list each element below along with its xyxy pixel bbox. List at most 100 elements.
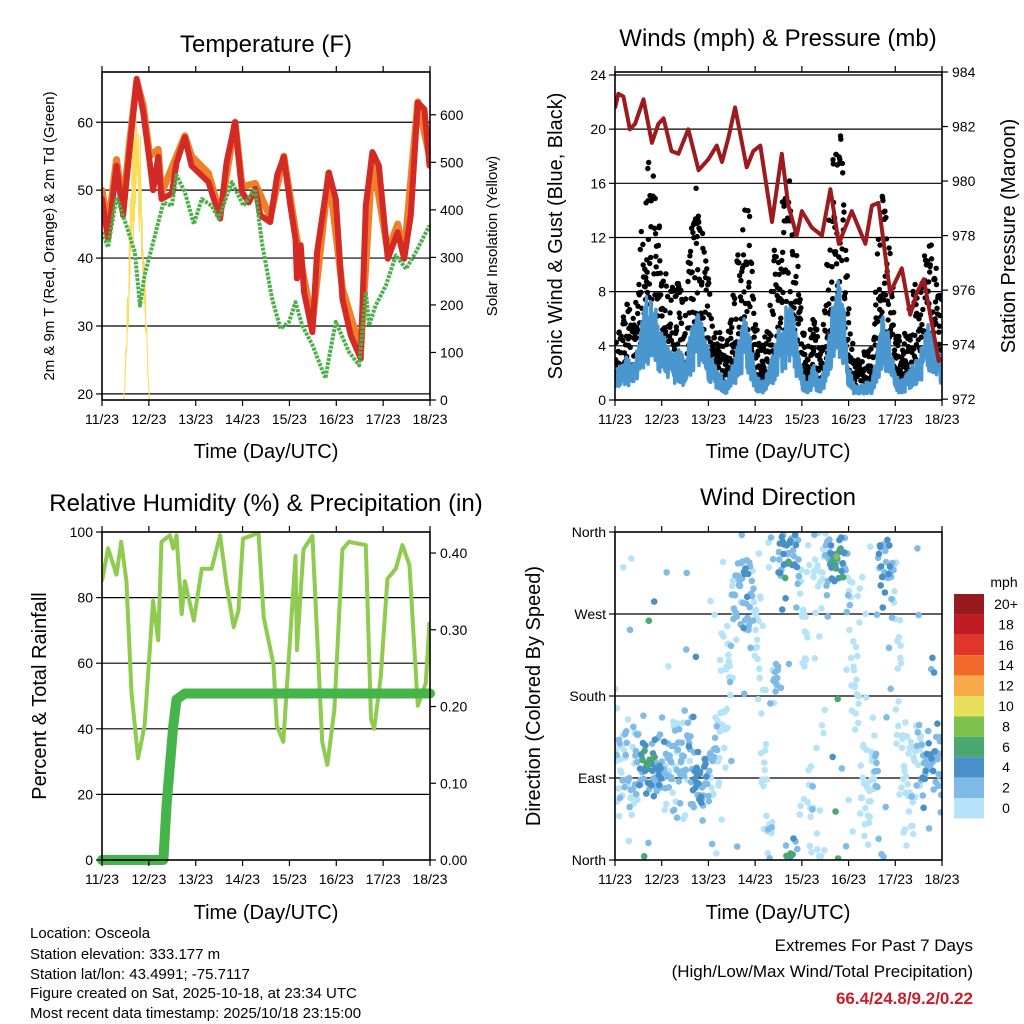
right-y-tick-label: 974: [952, 337, 976, 353]
gust-point: [850, 340, 856, 347]
direction-point: [856, 585, 864, 592]
direction-point: [929, 767, 937, 775]
direction-point: [781, 574, 789, 582]
direction-point: [728, 582, 736, 590]
y-tick-label: 8: [598, 284, 606, 300]
direction-point: [796, 811, 804, 818]
direction-point: [634, 796, 641, 803]
direction-point: [838, 765, 846, 772]
direction-point: [849, 828, 856, 835]
gust-point: [847, 331, 853, 337]
gust-point: [659, 313, 665, 319]
direction-point: [803, 568, 811, 576]
direction-point: [633, 758, 641, 766]
gust-point: [694, 233, 700, 240]
gust-point: [705, 276, 712, 282]
direction-point: [885, 570, 892, 578]
y-tick-label: East: [578, 770, 606, 786]
direction-point: [790, 835, 797, 842]
gust-point: [830, 157, 836, 163]
gust-point: [786, 178, 793, 184]
direction-point: [811, 556, 819, 563]
direction-point: [721, 744, 728, 752]
direction-point: [651, 753, 658, 761]
gust-point: [912, 281, 918, 288]
gust-point: [793, 273, 799, 280]
gust-point: [624, 301, 630, 308]
direction-point: [820, 729, 827, 737]
gust-point: [891, 347, 898, 353]
gust-point: [647, 260, 653, 267]
temperature-y-axis-label: 2m & 9m T (Red, Orange) & 2m Td (Green): [41, 91, 58, 380]
direction-point: [846, 626, 853, 634]
x-tick-label: 13/23: [691, 871, 726, 887]
x-tick-label: 11/23: [598, 871, 632, 887]
direction-point: [905, 808, 913, 815]
gust-point: [797, 296, 803, 303]
gust-point: [692, 275, 698, 281]
direction-point: [809, 783, 816, 790]
direction-point: [908, 793, 915, 800]
gust-point: [750, 296, 757, 302]
direction-point: [925, 740, 932, 747]
gust-point: [731, 300, 738, 307]
gust-point: [933, 281, 940, 288]
direction-point: [814, 583, 822, 590]
direction-point: [894, 637, 901, 645]
direction-point: [775, 569, 782, 576]
gust-point: [668, 337, 675, 344]
gust-point: [736, 260, 742, 266]
gust-point: [677, 314, 683, 321]
direction-point: [764, 849, 771, 857]
direction-point: [887, 685, 894, 693]
gust-point: [667, 321, 674, 327]
gust-point: [761, 368, 768, 374]
wind-y-axis-label: Sonic Wind & Gust (Blue, Black): [545, 93, 567, 380]
direction-point: [729, 577, 737, 584]
direction-point: [661, 806, 668, 814]
gust-point: [840, 217, 846, 223]
direction-point: [656, 731, 664, 738]
direction-point: [720, 633, 727, 640]
direction-point: [741, 570, 748, 578]
gust-point: [795, 321, 801, 327]
gust-point: [711, 335, 717, 341]
direction-point: [645, 839, 652, 847]
legend-label: 14: [998, 657, 1014, 673]
direction-point: [755, 550, 763, 557]
x-tick-label: 11/23: [598, 411, 632, 427]
gust-point: [859, 359, 865, 365]
direction-point: [627, 786, 635, 794]
gust-point: [832, 249, 839, 255]
gust-point: [668, 297, 674, 303]
legend-label: 4: [1002, 759, 1010, 775]
direction-point: [762, 686, 769, 694]
direction-point: [877, 543, 884, 551]
latest-data-timestamp: Most recent data timestamp: 2025/10/18 2…: [30, 1005, 361, 1022]
gust-point: [891, 309, 897, 316]
direction-point: [920, 804, 927, 812]
direction-point: [871, 768, 879, 775]
gust-point: [650, 173, 656, 179]
direction-point: [706, 767, 713, 775]
gust-point: [841, 202, 847, 208]
direction-point: [846, 578, 854, 585]
direction-point: [863, 746, 870, 754]
gust-point: [874, 251, 881, 257]
x-tick-label: 13/23: [178, 871, 213, 887]
direction-point: [937, 791, 942, 799]
direction-point: [677, 771, 684, 778]
gust-point: [797, 316, 804, 323]
right-y-tick-label: 0.10: [440, 775, 467, 791]
direction-point: [728, 757, 735, 765]
direction-point: [722, 764, 729, 771]
direction-point: [691, 767, 698, 775]
gust-point: [842, 290, 848, 296]
direction-point: [765, 564, 773, 571]
direction-point: [865, 819, 873, 826]
direction-point: [726, 662, 733, 670]
direction-point: [758, 710, 765, 717]
gust-point: [685, 278, 691, 285]
gust-point: [646, 159, 652, 166]
direction-point: [752, 606, 760, 614]
